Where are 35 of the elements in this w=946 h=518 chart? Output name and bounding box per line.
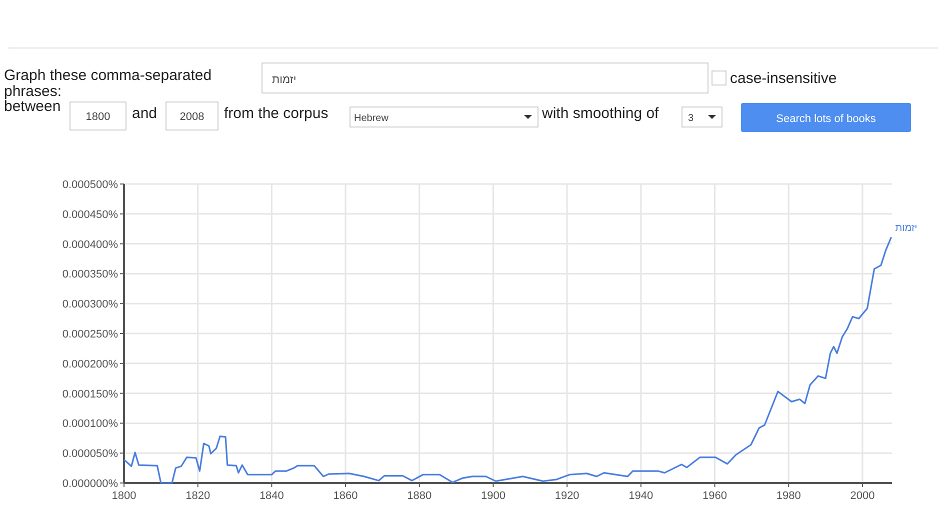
- x-tick-label: 1820: [186, 490, 210, 502]
- x-tick-label: 1840: [259, 490, 284, 502]
- x-tick-label: 1900: [480, 490, 506, 502]
- x-tick-label: 1980: [776, 490, 801, 502]
- y-tick-label: 0.000300%: [62, 298, 118, 311]
- text: יזמות: [272, 74, 296, 86]
- text: from the corpus: [224, 105, 328, 122]
- y-tick-label: 0.000200%: [62, 358, 118, 370]
- x-tick-label: 1800: [112, 490, 136, 502]
- text: Hebrew: [354, 113, 390, 124]
- text: case-insensitive: [730, 70, 837, 87]
- text: Search lots of books: [776, 113, 876, 125]
- y-tick-label: 0.000250%: [62, 328, 118, 340]
- text: 2008: [180, 111, 204, 123]
- text: Graph these comma-separated phrases:: [4, 67, 212, 100]
- series-label: יזמות: [895, 223, 918, 234]
- text: 1800: [86, 111, 110, 123]
- y-tick-label: 0.000100%: [62, 418, 118, 430]
- x-tick-label: 1880: [407, 490, 432, 502]
- x-tick-label: 1920: [554, 490, 580, 502]
- x-tick-label: 1860: [333, 490, 358, 502]
- y-tick-label: 0.000050%: [62, 448, 118, 460]
- y-tick-label: 0.000350%: [62, 268, 118, 281]
- y-tick-label: 0.000500%: [62, 179, 118, 191]
- text: with smoothing of: [541, 105, 660, 122]
- x-tick-label: 1960: [702, 490, 728, 502]
- x-tick-label: 2000: [850, 490, 875, 502]
- y-tick-label: 0.000000%: [62, 478, 118, 490]
- text: 3: [688, 113, 694, 124]
- y-tick-label: 0.000450%: [62, 208, 118, 221]
- y-tick-label: 0.000400%: [62, 238, 118, 251]
- text: between: [4, 98, 61, 115]
- x-tick-label: 1940: [628, 490, 654, 502]
- y-tick-label: 0.000150%: [62, 388, 118, 400]
- text: and: [132, 105, 158, 122]
